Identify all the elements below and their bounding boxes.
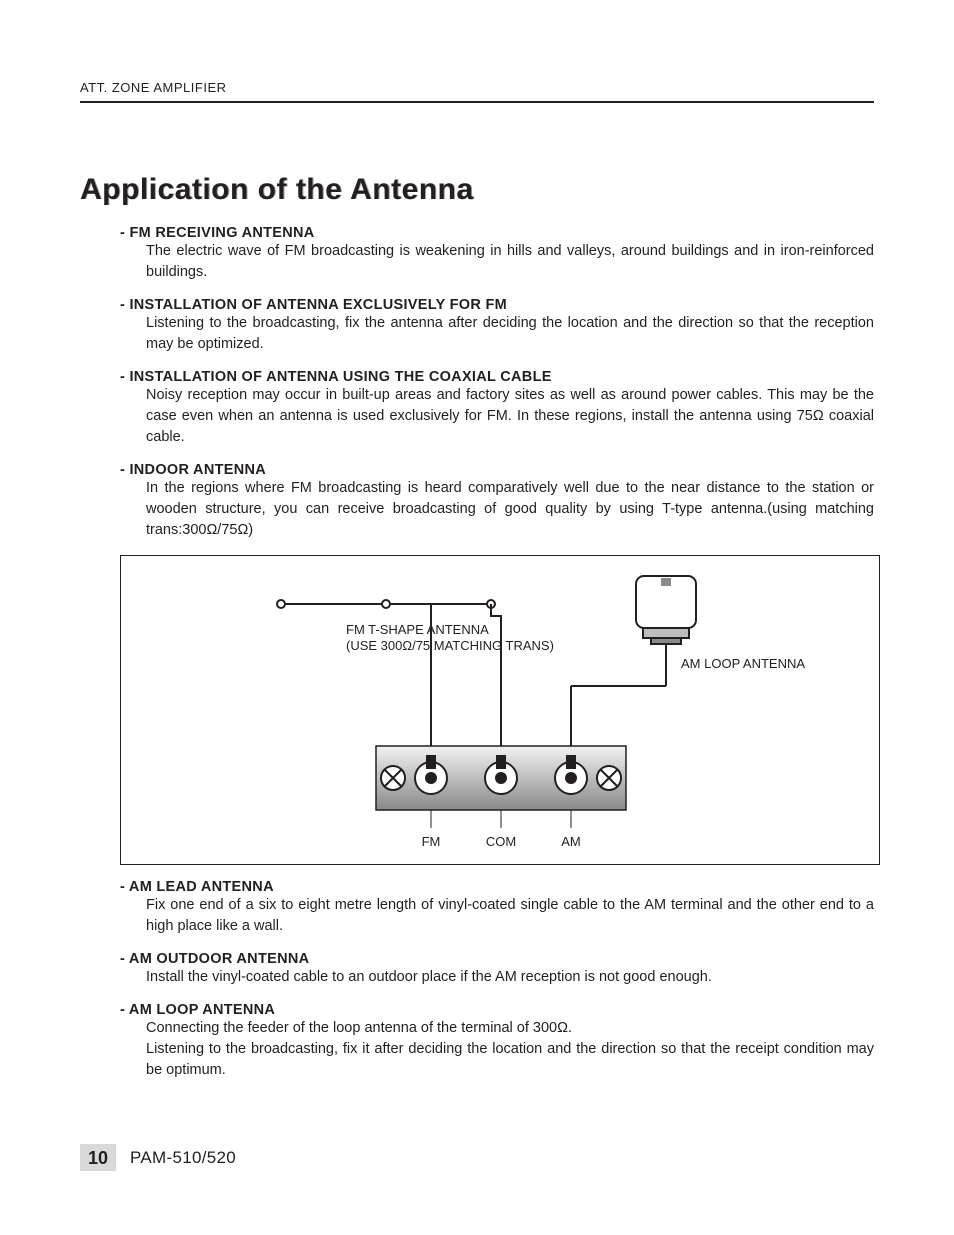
running-header: ATT. ZONE AMPLIFIER bbox=[80, 80, 874, 103]
page-footer: 10 PAM-510/520 bbox=[80, 1144, 236, 1171]
am-loop-label: AM LOOP ANTENNA bbox=[681, 656, 805, 671]
page-number: 10 bbox=[80, 1144, 116, 1171]
section-heading: - AM LEAD ANTENNA bbox=[120, 879, 874, 895]
section-body: Listening to the broadcasting, fix the a… bbox=[146, 313, 874, 355]
terminal-leaders bbox=[431, 810, 571, 828]
antenna-diagram: FM T-SHAPE ANTENNA (USE 300Ω/75 MATCHING… bbox=[120, 555, 880, 865]
terminal-label-fm: FM bbox=[422, 834, 441, 849]
terminal-label-com: COM bbox=[486, 834, 516, 849]
section-heading: - FM RECEIVING ANTENNA bbox=[120, 225, 874, 241]
terminal-label-am: AM bbox=[561, 834, 581, 849]
section-fm-exclusive: - INSTALLATION OF ANTENNA EXCLUSIVELY FO… bbox=[80, 297, 874, 355]
model-number: PAM-510/520 bbox=[130, 1148, 236, 1168]
section-am-lead: - AM LEAD ANTENNA Fix one end of a six t… bbox=[80, 879, 874, 937]
section-body: Install the vinyl-coated cable to an out… bbox=[146, 967, 874, 988]
fm-t-label-line1: FM T-SHAPE ANTENNA bbox=[346, 622, 489, 637]
section-body: Fix one end of a six to eight metre leng… bbox=[146, 895, 874, 937]
section-body: In the regions where FM broadcasting is … bbox=[146, 478, 874, 541]
section-heading: - INSTALLATION OF ANTENNA EXCLUSIVELY FO… bbox=[120, 297, 874, 313]
page-title: Application of the Antenna bbox=[80, 173, 874, 207]
section-body: The electric wave of FM broadcasting is … bbox=[146, 241, 874, 283]
section-am-outdoor: - AM OUTDOOR ANTENNA Install the vinyl-c… bbox=[80, 951, 874, 988]
terminal-panel-icon bbox=[376, 746, 626, 810]
fm-t-label-line2: (USE 300Ω/75 MATCHING TRANS) bbox=[346, 638, 554, 653]
section-heading: - INDOOR ANTENNA bbox=[120, 462, 874, 478]
section-coaxial: - INSTALLATION OF ANTENNA USING THE COAX… bbox=[80, 369, 874, 448]
section-indoor: - INDOOR ANTENNA In the regions where FM… bbox=[80, 462, 874, 541]
section-fm-receiving: - FM RECEIVING ANTENNA The electric wave… bbox=[80, 225, 874, 283]
section-body: Connecting the feeder of the loop antenn… bbox=[146, 1018, 874, 1081]
am-loop-antenna-icon bbox=[571, 576, 696, 751]
antenna-diagram-svg: FM T-SHAPE ANTENNA (USE 300Ω/75 MATCHING… bbox=[121, 556, 881, 866]
sections: - FM RECEIVING ANTENNA The electric wave… bbox=[80, 225, 874, 1081]
section-heading: - INSTALLATION OF ANTENNA USING THE COAX… bbox=[120, 369, 874, 385]
section-heading: - AM OUTDOOR ANTENNA bbox=[120, 951, 874, 967]
section-am-loop: - AM LOOP ANTENNA Connecting the feeder … bbox=[80, 1002, 874, 1081]
section-heading: - AM LOOP ANTENNA bbox=[120, 1002, 874, 1018]
section-body: Noisy reception may occur in built-up ar… bbox=[146, 385, 874, 448]
